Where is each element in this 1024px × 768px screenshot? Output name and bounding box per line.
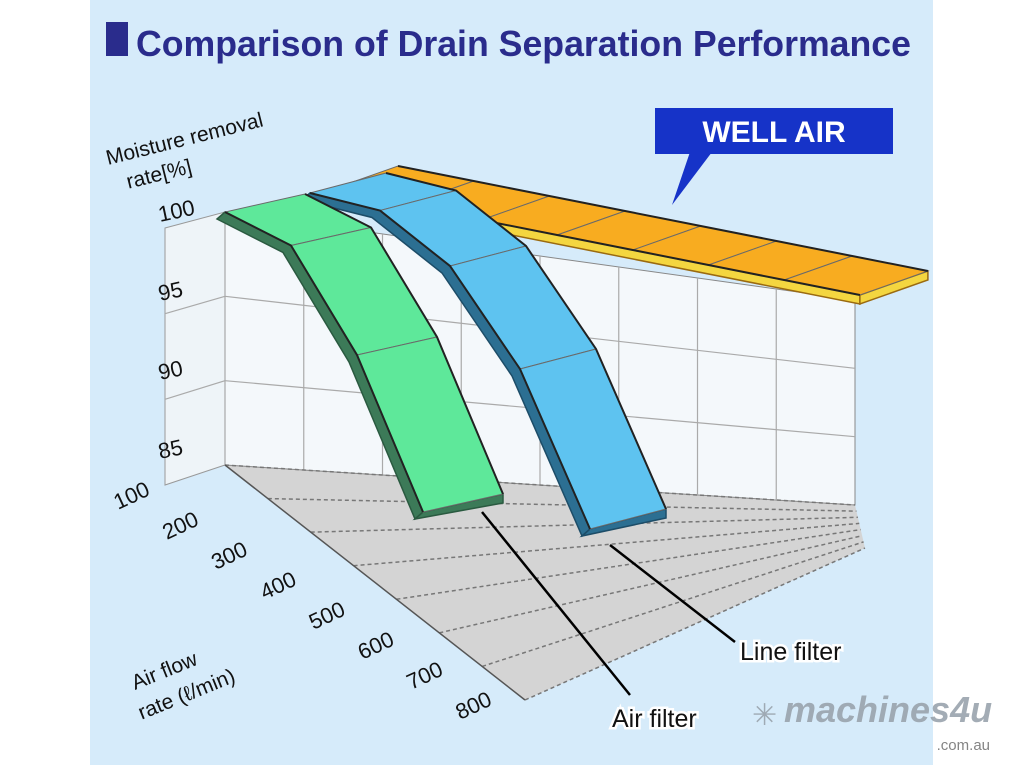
callout-box (655, 108, 893, 154)
y-tick-label: 95 (156, 276, 185, 306)
wall-gridline (164, 295, 226, 315)
x-tick-label: 800 (452, 686, 496, 724)
ribbon-edge (224, 211, 424, 513)
floor-gridline (524, 547, 866, 701)
x-tick-label: 400 (256, 566, 300, 604)
floor-gridline (353, 522, 860, 567)
floor-gridline (481, 541, 864, 668)
x-tick-label: 100 (110, 476, 154, 514)
wall-gridline (164, 380, 226, 400)
well-air-callout: WELL AIR (655, 108, 893, 205)
ribbon-edge (385, 172, 667, 510)
legend-air-filter: Air filter (612, 705, 697, 733)
floor-edge (224, 464, 526, 701)
line-filter-leader (609, 544, 736, 643)
watermark-domain: .com.au (937, 737, 990, 754)
ribbon-edge (304, 193, 504, 495)
chart-floor (225, 465, 865, 700)
series-ribbons (215, 165, 930, 538)
floor-gridline (267, 497, 857, 512)
watermark-brand: machines4u (784, 689, 992, 730)
watermark-star-icon: ✳ (752, 699, 777, 732)
ribbon-line-filter (300, 172, 667, 538)
y-tick-label: 90 (156, 355, 185, 385)
floor-gridline (439, 534, 863, 634)
x-tick-label: 600 (354, 626, 398, 664)
x-tick-label: 300 (207, 536, 251, 574)
watermark-logo: ✳ machines4u .com.au (752, 689, 992, 754)
air-filter-leader (481, 511, 631, 696)
x-tick-label: 700 (403, 656, 447, 694)
y-axis-label: Moisture removalrate[%] (104, 109, 273, 197)
y-tick-label: 85 (156, 434, 185, 464)
floor-gridline (396, 528, 861, 601)
x-tick-label: 500 (305, 596, 349, 634)
floor-gridline (224, 464, 856, 506)
ribbon-edge (397, 165, 929, 272)
title-group: Comparison of Drain Separation Performan… (106, 22, 911, 64)
ribbon-air-filter (215, 193, 504, 521)
legend-well-air: WELL AIR (702, 116, 846, 149)
x-tick-label: 200 (158, 506, 202, 544)
ribbon-edge (309, 192, 591, 530)
legend-line-filter: Line filter (740, 638, 841, 666)
callout-pointer (672, 152, 712, 205)
chart-title: Comparison of Drain Separation Performan… (136, 23, 911, 64)
title-square-icon (106, 22, 128, 56)
x-axis-label: Air flowrate (ℓ/min) (124, 637, 239, 725)
